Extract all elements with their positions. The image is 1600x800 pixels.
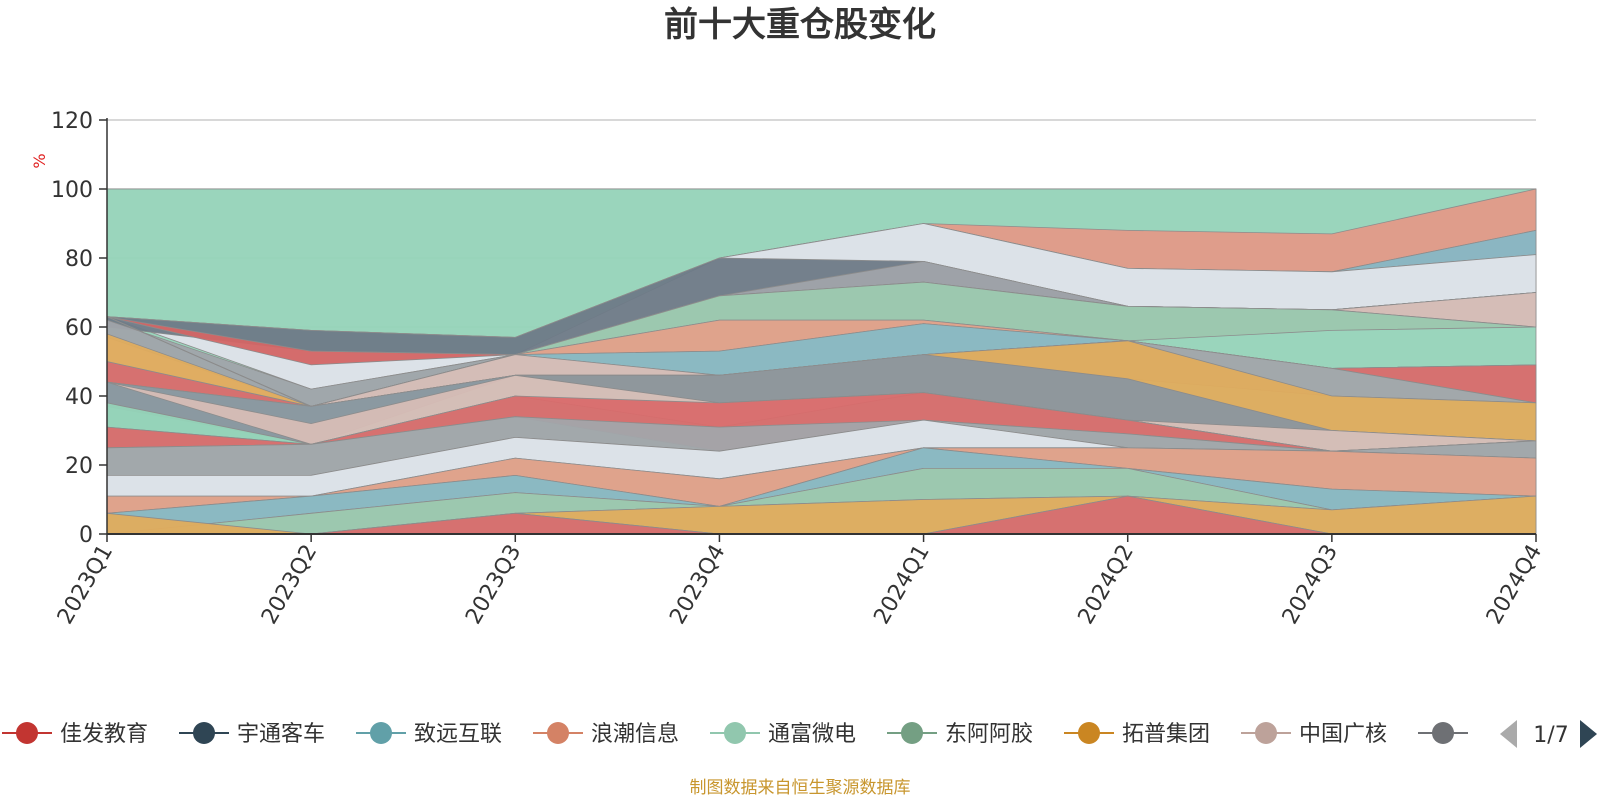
next-page-icon[interactable] bbox=[1580, 720, 1597, 748]
legend-marker-dot bbox=[1432, 722, 1454, 744]
legend-item[interactable]: 宇通客车 bbox=[179, 722, 325, 747]
legend-item[interactable]: 中国广核 bbox=[1241, 722, 1387, 747]
legend-item[interactable]: 东阿阿胶 bbox=[887, 722, 1033, 747]
legend-marker-dot bbox=[16, 722, 38, 744]
data-source-note: 制图数据来自恒生聚源数据库 bbox=[690, 778, 911, 798]
legend-label: 宇通客车 bbox=[237, 722, 325, 747]
y-tick-label: 100 bbox=[51, 178, 93, 203]
legend-marker-dot bbox=[1078, 722, 1100, 744]
y-axis-label: % bbox=[30, 153, 49, 168]
x-tick-label: 2024Q4 bbox=[1482, 541, 1547, 629]
legend-label: 致远互联 bbox=[414, 722, 502, 747]
legend-item[interactable]: 浪潮信息 bbox=[533, 722, 679, 747]
x-tick-label: 2023Q1 bbox=[53, 541, 118, 629]
y-tick-label: 0 bbox=[79, 523, 93, 548]
legend-marker-dot bbox=[724, 722, 746, 744]
legend-item[interactable]: 通富微电 bbox=[710, 722, 856, 747]
legend-label: 东阿阿胶 bbox=[945, 722, 1033, 747]
y-tick-label: 40 bbox=[65, 385, 93, 410]
x-tick-label: 2023Q3 bbox=[461, 541, 526, 629]
legend-item[interactable] bbox=[1418, 722, 1468, 744]
y-tick-label: 60 bbox=[65, 316, 93, 341]
legend-label: 通富微电 bbox=[768, 722, 856, 747]
y-tick-label: 20 bbox=[65, 454, 93, 479]
x-tick-label: 2024Q3 bbox=[1278, 541, 1343, 629]
legend-marker-dot bbox=[370, 722, 392, 744]
legend-marker-dot bbox=[901, 722, 923, 744]
legend-label: 中国广核 bbox=[1299, 722, 1387, 747]
y-tick-label: 120 bbox=[51, 109, 93, 134]
x-tick-label: 2023Q4 bbox=[665, 541, 730, 629]
legend-marker-dot bbox=[1255, 722, 1277, 744]
legend[interactable]: 佳发教育 宇通客车 致远互联 浪潮信息 通富微电 东阿阿胶 拓普集团 中国广核 bbox=[2, 722, 1468, 747]
legend-page-indicator: 1/7 bbox=[1533, 723, 1568, 748]
legend-label: 拓普集团 bbox=[1122, 722, 1210, 747]
legend-item[interactable]: 拓普集团 bbox=[1064, 722, 1210, 747]
x-tick-label: 2023Q2 bbox=[257, 541, 322, 629]
area-series-layer bbox=[106, 188, 1537, 535]
x-tick-label: 2024Q1 bbox=[869, 541, 934, 629]
legend-label: 佳发教育 bbox=[60, 722, 148, 747]
legend-pager: 1/7 bbox=[1500, 720, 1597, 748]
x-tick-label: 2024Q2 bbox=[1074, 541, 1139, 629]
y-tick-label: 80 bbox=[65, 247, 93, 272]
legend-item[interactable]: 致远互联 bbox=[356, 722, 502, 747]
chart-title: 前十大重仓股变化 bbox=[664, 5, 936, 45]
legend-label: 浪潮信息 bbox=[591, 722, 679, 747]
legend-marker-dot bbox=[547, 722, 569, 744]
prev-page-icon[interactable] bbox=[1500, 720, 1517, 748]
legend-item[interactable]: 佳发教育 bbox=[2, 722, 148, 747]
legend-marker-dot bbox=[193, 722, 215, 744]
